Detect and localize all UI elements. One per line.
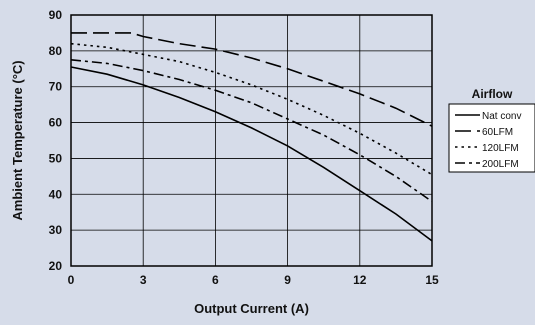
- series-line-nat-conv: [70, 66, 433, 242]
- x-tick-label: 15: [425, 273, 439, 287]
- x-tick-label: 0: [68, 273, 75, 287]
- y-tick-label: 60: [49, 116, 63, 130]
- legend: Airflow Nat conv 60LFM 120LFM 200LFM: [448, 87, 535, 173]
- x-tick-label: 6: [212, 273, 219, 287]
- series-line-60lfm: [71, 32, 433, 127]
- series-line-200lfm: [70, 59, 433, 203]
- legend-label: 120LFM: [482, 143, 519, 154]
- tick-layer: 0 3 6 9 12 15 20 30 40 50 60 70 80 90: [49, 8, 439, 287]
- y-tick-label: 80: [49, 44, 63, 58]
- legend-title: Airflow: [472, 87, 513, 101]
- grid-layer: [70, 14, 433, 267]
- y-tick-label: 90: [49, 8, 63, 22]
- y-tick-label: 20: [49, 259, 63, 273]
- y-tick-label: 40: [49, 187, 63, 201]
- legend-label: Nat conv: [482, 111, 521, 122]
- legend-items: Nat conv 60LFM 120LFM 200LFM: [455, 111, 521, 170]
- x-axis-title: Output Current (A): [194, 301, 309, 316]
- legend-label: 200LFM: [482, 159, 519, 170]
- x-tick-label: 9: [284, 273, 291, 287]
- y-tick-label: 30: [49, 223, 63, 237]
- x-tick-label: 12: [353, 273, 367, 287]
- series-layer: [70, 32, 433, 242]
- legend-label: 60LFM: [482, 127, 513, 138]
- plot-frame: [70, 14, 433, 267]
- x-tick-label: 3: [140, 273, 147, 287]
- y-tick-label: 50: [49, 151, 63, 165]
- y-tick-label: 70: [49, 80, 63, 94]
- y-axis-title: Ambient Temperature (°C): [10, 60, 25, 220]
- series-line-120lfm: [70, 42, 433, 176]
